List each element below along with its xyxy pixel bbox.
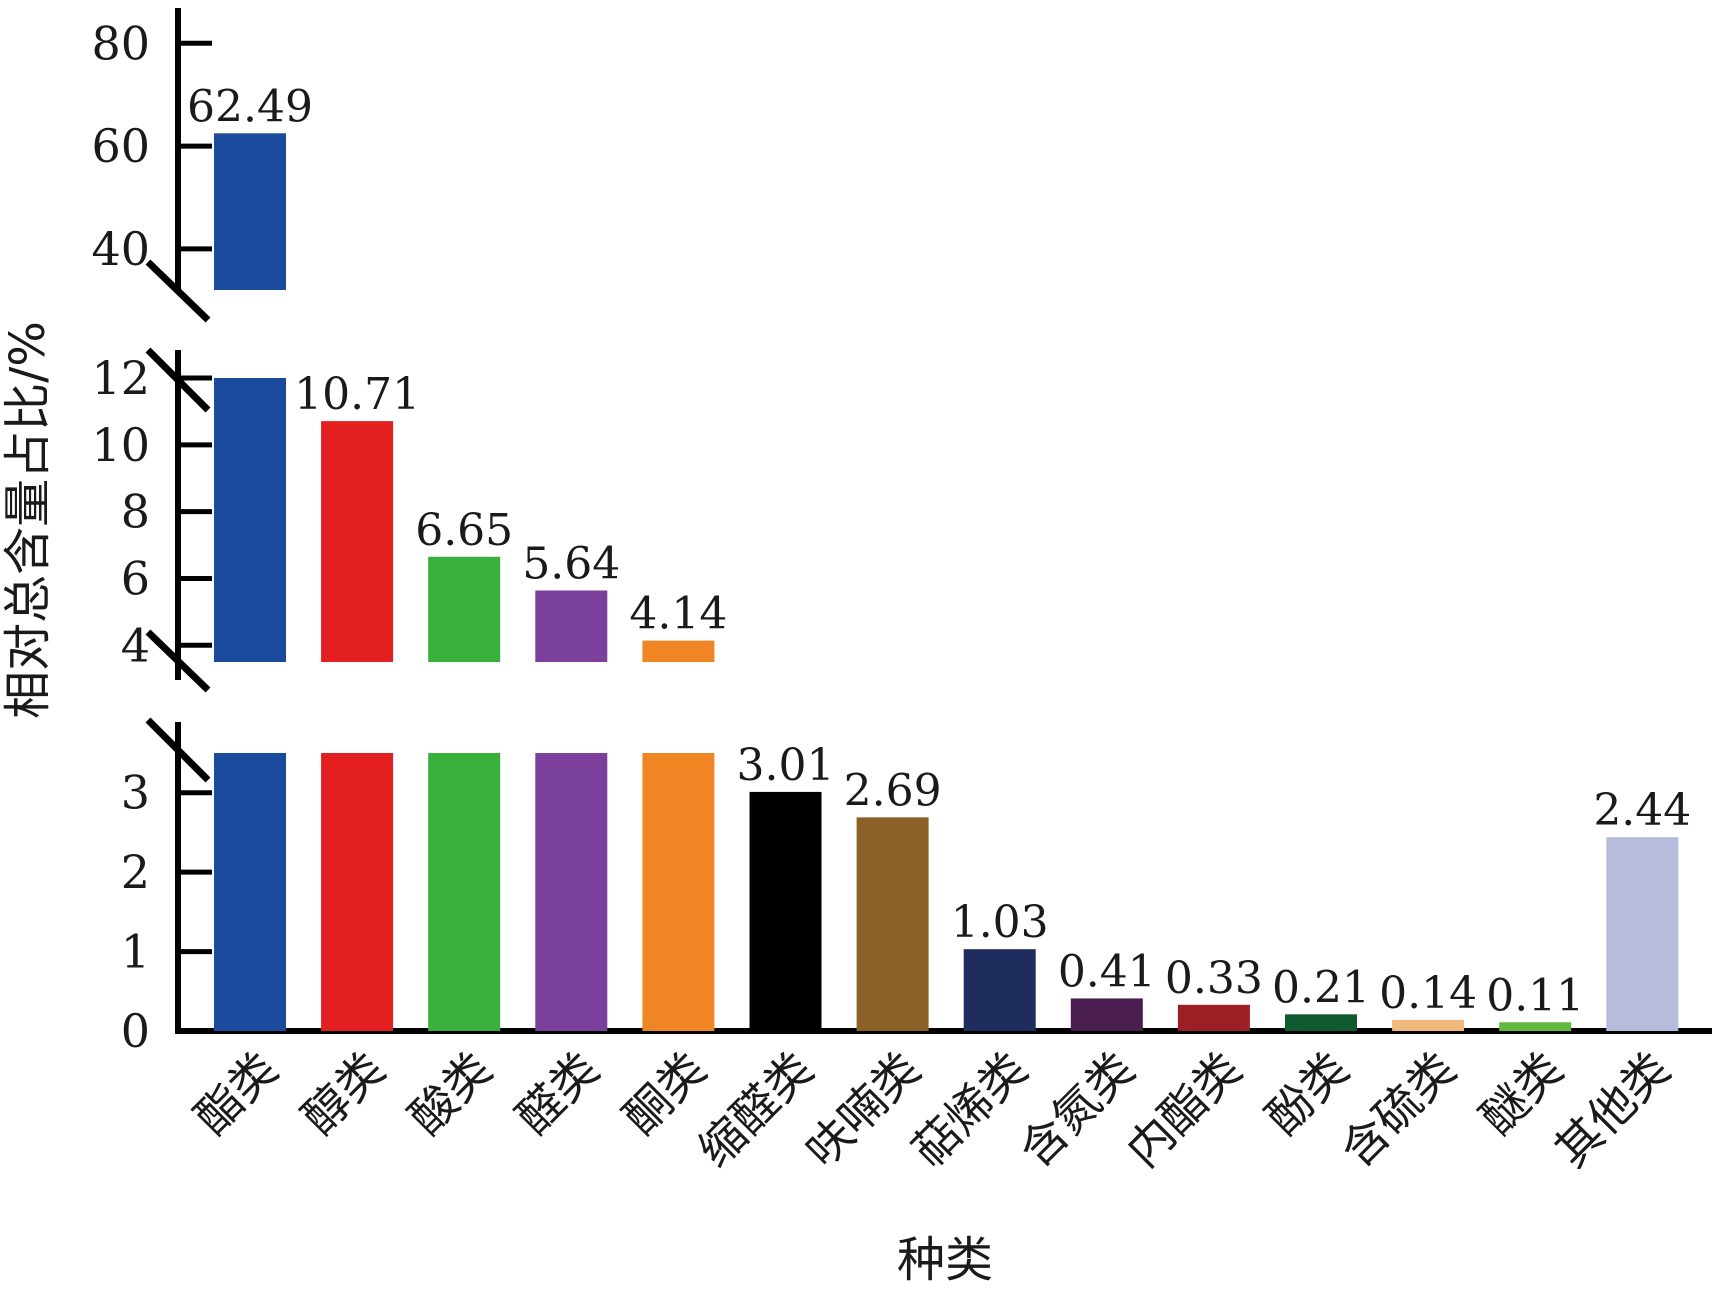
x-category-label: 萜烯类 [902, 1042, 1038, 1178]
x-category-label: 醇类 [292, 1042, 395, 1145]
bar-value-label: 5.64 [522, 538, 620, 589]
bar-value-label: 0.33 [1165, 953, 1263, 1004]
bars-layer [214, 133, 1679, 1031]
bar-segment-low [1606, 837, 1679, 1031]
bar-segment-mid [535, 590, 608, 662]
y-axis-title: 相对总含量占比/% [0, 321, 56, 719]
bar-segment-mid [642, 640, 715, 662]
x-category-label: 酸类 [399, 1042, 502, 1145]
x-category-label: 缩醛类 [688, 1042, 824, 1178]
y-tick-label: 1 [121, 925, 150, 979]
bar-value-label: 0.41 [1058, 946, 1156, 997]
bar-segment-low [856, 817, 929, 1031]
bar-segment-low [428, 753, 501, 1031]
bar-value-label: 1.03 [951, 897, 1049, 948]
bar-segment-low [642, 753, 715, 1031]
bar-value-label: 62.49 [187, 81, 313, 132]
y-tick-label: 4 [121, 618, 150, 672]
y-tick-label: 40 [91, 222, 150, 276]
bar-segment-top [214, 133, 286, 290]
axis-break-mark-3 [145, 629, 211, 693]
bar-value-label: 3.01 [737, 740, 835, 791]
bar-value-label: 2.69 [844, 765, 942, 816]
axis-break-mark-4 [145, 717, 211, 783]
bar-segment-low [535, 753, 608, 1031]
y-tick-label: 8 [121, 485, 150, 539]
y-tick-label: 2 [121, 845, 150, 899]
bar-value-label: 6.65 [415, 505, 513, 556]
bar-value-label: 4.14 [629, 589, 727, 640]
bar-segment-low [321, 753, 394, 1031]
x-axis-title: 种类 [897, 1232, 993, 1288]
bar-segment-low [1285, 1014, 1357, 1031]
y-tick-label: 10 [91, 418, 150, 472]
bar-value-label: 0.21 [1272, 962, 1370, 1013]
x-category-label: 含硫类 [1330, 1042, 1466, 1178]
bar-segment-low [1392, 1019, 1465, 1031]
x-category-label: 其他类 [1544, 1042, 1680, 1178]
x-category-label: 内酯类 [1116, 1042, 1252, 1178]
bar-segment-low [1070, 998, 1143, 1031]
bar-segment-low [963, 949, 1036, 1031]
y-tick-label: 3 [121, 766, 150, 820]
y-tick-label: 80 [91, 16, 150, 70]
x-category-label: 酯类 [185, 1042, 288, 1145]
bar-segment-low [1177, 1004, 1250, 1031]
bar-value-label: 0.11 [1486, 970, 1584, 1021]
y-tick-label: 12 [91, 351, 150, 405]
x-category-label: 醛类 [506, 1042, 609, 1145]
bar-segment-low [1499, 1022, 1572, 1031]
y-tick-label: 0 [121, 1004, 150, 1058]
bar-segment-low [214, 753, 286, 1031]
x-category-label: 含氮类 [1009, 1042, 1145, 1178]
y-tick-label: 6 [121, 551, 150, 605]
bar-segment-low [749, 791, 822, 1031]
x-category-label: 呋喃类 [795, 1042, 931, 1178]
bar-value-label: 10.71 [294, 369, 420, 420]
y-tick-label: 60 [91, 119, 150, 173]
bar-value-label: 0.14 [1379, 968, 1477, 1019]
bar-segment-mid [214, 378, 286, 662]
bar-segment-mid [321, 421, 394, 662]
bar-segment-mid [428, 556, 501, 662]
axis-break-mark-1 [145, 259, 211, 323]
bar-value-label: 2.44 [1593, 785, 1691, 836]
